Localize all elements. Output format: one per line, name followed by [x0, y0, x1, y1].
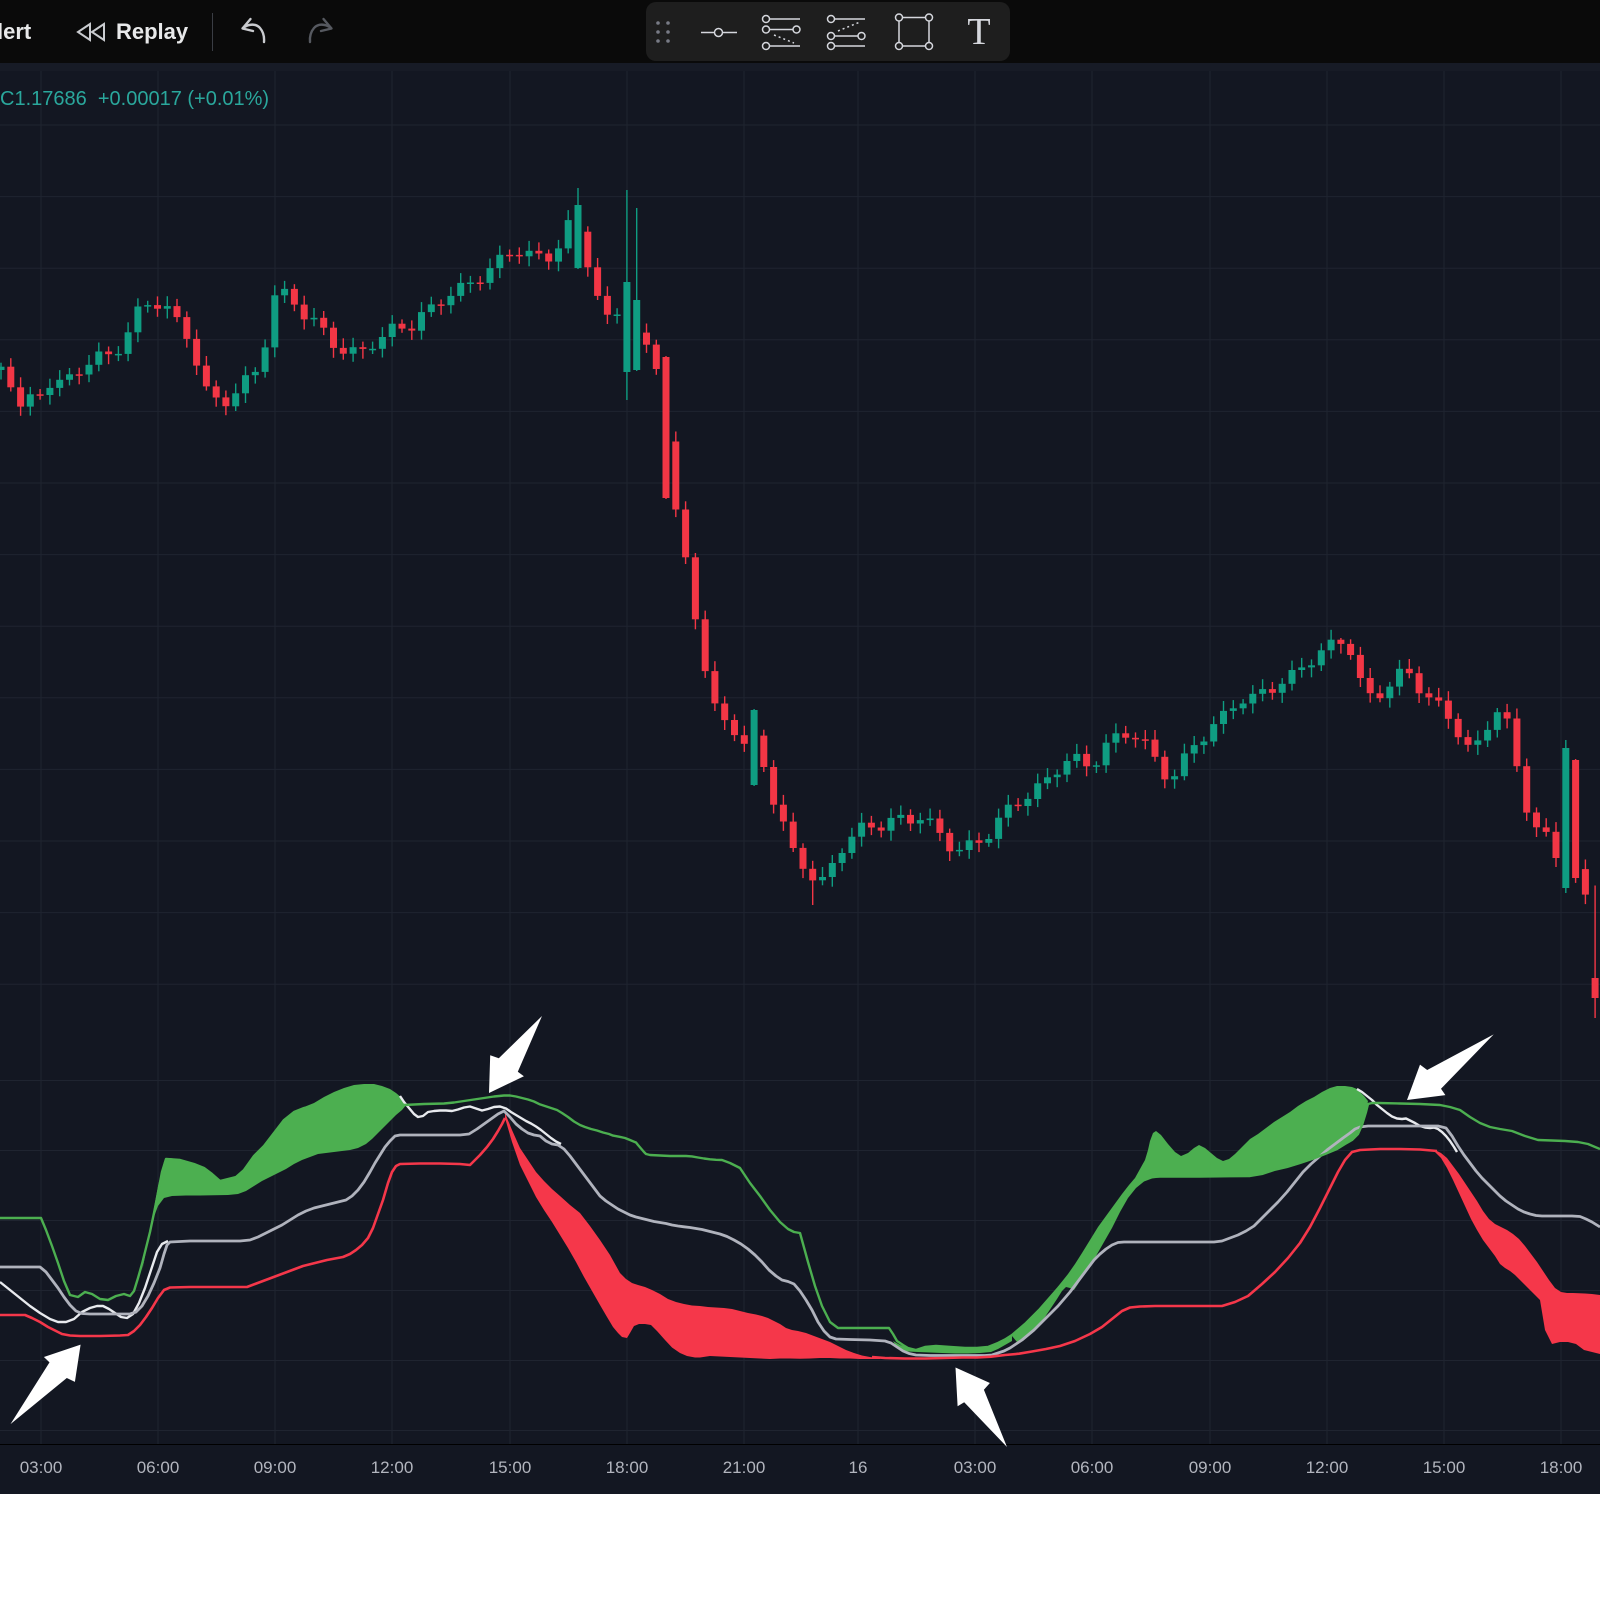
- svg-text:T: T: [967, 11, 990, 53]
